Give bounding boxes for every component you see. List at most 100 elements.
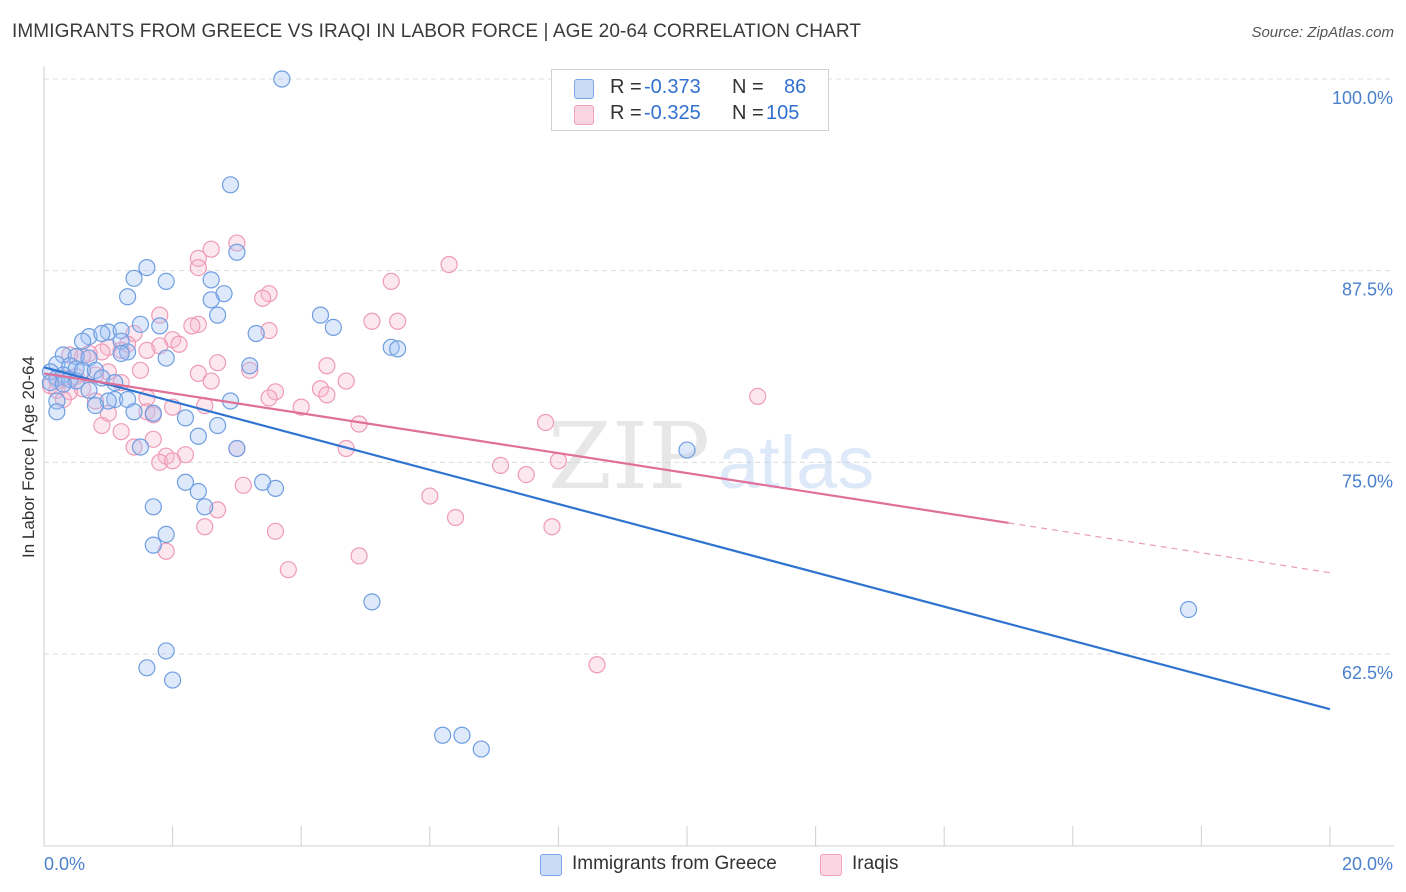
legend-r-label: R = [610, 102, 642, 124]
x-tick-labels: 0.0% 20.0% [44, 854, 1393, 874]
bottom-legend-label-greece: Immigrants from Greece [572, 853, 777, 874]
iraqi-point [228, 234, 246, 252]
greece-point [202, 271, 220, 289]
legend-r-label: R = [610, 76, 642, 98]
iraqi-point [311, 380, 330, 398]
y-tick-label: 75.0% [1342, 471, 1393, 491]
greece-point [67, 347, 85, 366]
y-tick-label: 100.0% [1332, 88, 1393, 108]
greece-point [1179, 600, 1198, 619]
greece-point [54, 375, 72, 393]
iraqi-point [389, 312, 407, 330]
greece-point [112, 344, 130, 363]
greece-point [273, 70, 291, 88]
greece-point [106, 390, 124, 409]
greece-point [157, 525, 175, 544]
iraqi-point [446, 508, 465, 527]
legend-swatch-iraqis [574, 105, 594, 125]
chart-title: IMMIGRANTS FROM GREECE VS IRAQI IN LABOR… [12, 21, 862, 42]
iraqi-point [151, 453, 169, 471]
greece-point [144, 498, 162, 516]
greece-point [209, 306, 227, 324]
x-tick-label: 20.0% [1342, 854, 1393, 874]
bottom-legend-label-iraqis: Iraqis [852, 853, 899, 874]
greece-trend-line [43, 366, 1331, 711]
greece-point [48, 403, 66, 421]
iraqi-point [202, 372, 220, 390]
x-tick-label: 0.0% [44, 854, 85, 874]
gridlines [44, 78, 1394, 655]
iraqi-point [266, 522, 285, 540]
greece-point [176, 409, 195, 427]
greece-point [131, 315, 150, 333]
greece-point [151, 317, 169, 335]
legend-swatch-greece [574, 79, 594, 99]
iraqi-point [382, 272, 400, 290]
greece-point [209, 416, 227, 435]
iraqi-point [144, 430, 162, 448]
trend-lines [43, 366, 1331, 711]
iraqi-point [421, 487, 439, 505]
iraqi-point [189, 315, 207, 333]
iraqi-point [209, 501, 227, 519]
greece-point [73, 332, 92, 350]
iraqi-point [131, 361, 150, 379]
greece-point [157, 349, 175, 367]
greece-point [189, 427, 207, 445]
watermark-atlas: atlas [718, 421, 874, 504]
correlation-legend: R = -0.373 N = 86 R = -0.325 N = 105 [551, 69, 829, 131]
greece-point [144, 404, 162, 422]
iraqi-point [292, 398, 310, 416]
iraqi-point [241, 361, 259, 379]
greece-point [157, 642, 175, 660]
iraqi-point [112, 423, 130, 441]
iraqi-point [183, 317, 201, 335]
iraqi-point [318, 357, 336, 375]
greece-point [389, 340, 407, 358]
iraqi-point [202, 240, 220, 258]
iraqi-point [279, 561, 297, 579]
iraqi-point [543, 518, 561, 536]
bottom-legend-swatch-iraqis [820, 854, 842, 876]
iraqi-point [254, 289, 272, 307]
iraqi-point [260, 389, 278, 407]
greece-point [228, 439, 246, 458]
iraqi-point [350, 547, 368, 565]
iraqi-point [536, 413, 555, 432]
greece-point [176, 473, 195, 491]
iraqi-point [266, 383, 285, 401]
iraqi-trend-line [43, 372, 1009, 524]
greece-point [125, 269, 143, 287]
greece-point [189, 482, 207, 501]
greece-point [164, 671, 182, 689]
iraqi-point [517, 466, 535, 484]
iraqi-point [318, 386, 336, 404]
iraqi-point [363, 312, 381, 330]
iraqi-point [260, 321, 278, 340]
greece-point [215, 285, 233, 303]
legend-n-value: 86 [784, 76, 807, 98]
iraqi-point [125, 324, 143, 343]
greece-point [138, 659, 156, 677]
legend-r-value: -0.325 [644, 102, 701, 124]
greece-point [131, 438, 150, 456]
bottom-legend-swatch-greece [540, 854, 562, 876]
greece-point [221, 176, 240, 194]
greece-point [112, 332, 130, 350]
iraqi-point [86, 392, 105, 410]
greece-point [138, 259, 156, 277]
y-tick-label: 62.5% [1342, 663, 1393, 683]
greece-point [324, 318, 342, 336]
iraqi-point [125, 438, 143, 456]
greece-point [118, 288, 137, 306]
iraqi-point [99, 363, 117, 381]
iraqi-trend-extension [1008, 522, 1331, 574]
greece-point [311, 306, 330, 324]
iraqi-point [549, 452, 568, 470]
greece-point [228, 243, 246, 261]
greece-point [266, 479, 285, 497]
iraqi-point [189, 259, 207, 277]
greece-point [99, 323, 117, 341]
greece-point [125, 403, 143, 421]
